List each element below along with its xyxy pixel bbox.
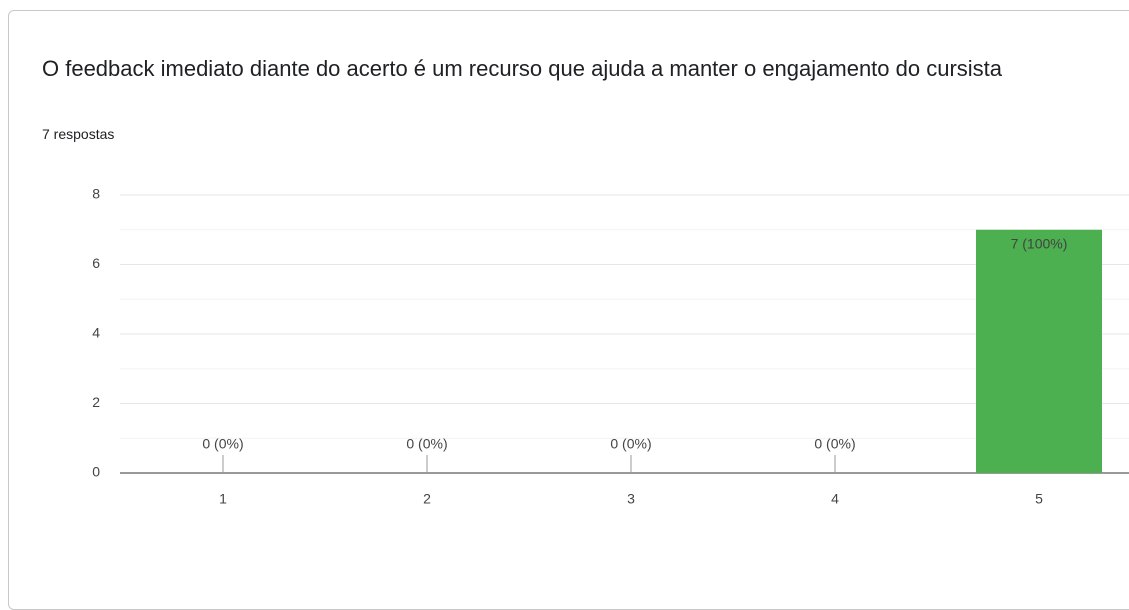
chart-title: O feedback imediato diante do acerto é u… xyxy=(42,56,1003,81)
x-tick-label: 5 xyxy=(1035,491,1043,507)
chart-subtitle: 7 respostas xyxy=(42,126,115,142)
y-tick-label: 8 xyxy=(92,186,100,202)
value-label: 7 (100%) xyxy=(1011,235,1068,251)
y-tick-label: 0 xyxy=(92,464,100,480)
value-label: 0 (0%) xyxy=(406,436,447,452)
y-tick-label: 6 xyxy=(92,255,100,271)
bar xyxy=(976,229,1102,473)
page: O feedback imediato diante do acerto é u… xyxy=(8,10,1129,610)
y-tick-label: 2 xyxy=(92,394,100,410)
value-label: 0 (0%) xyxy=(814,436,855,452)
x-tick-label: 1 xyxy=(219,491,227,507)
x-tick-label: 2 xyxy=(423,491,431,507)
x-tick-label: 3 xyxy=(627,491,635,507)
x-tick-label: 4 xyxy=(831,491,839,507)
value-label: 0 (0%) xyxy=(202,436,243,452)
y-tick-label: 4 xyxy=(92,325,100,341)
value-label: 0 (0%) xyxy=(610,436,651,452)
